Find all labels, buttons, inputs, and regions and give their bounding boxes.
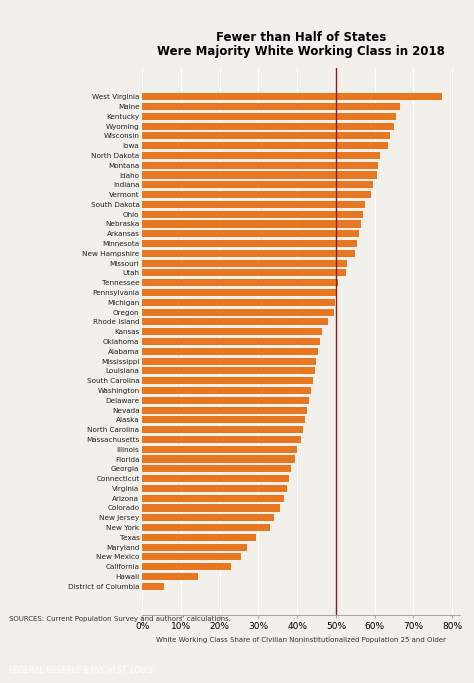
Bar xyxy=(142,328,322,335)
Bar xyxy=(142,475,289,482)
Bar xyxy=(142,456,295,462)
Bar xyxy=(142,191,371,198)
Bar xyxy=(142,505,280,512)
Bar xyxy=(142,573,198,580)
Bar xyxy=(142,358,317,365)
Bar xyxy=(142,446,297,453)
Text: SOURCES: Current Population Survey and authors’ calculations.: SOURCES: Current Population Survey and a… xyxy=(9,616,231,622)
Bar xyxy=(142,230,359,237)
Bar xyxy=(142,240,357,247)
Bar xyxy=(142,406,307,414)
Bar xyxy=(142,417,305,423)
Bar xyxy=(142,279,338,286)
Bar xyxy=(142,133,390,139)
Bar xyxy=(142,514,274,521)
Bar xyxy=(142,367,315,374)
Bar xyxy=(142,298,335,306)
Bar xyxy=(142,397,309,404)
Bar xyxy=(142,348,319,355)
Bar xyxy=(142,524,270,531)
Bar xyxy=(142,162,378,169)
Bar xyxy=(142,318,328,325)
Bar xyxy=(142,93,442,100)
Bar xyxy=(142,534,256,541)
X-axis label: White Working Class Share of Civilian Noninstitutionalized Population 25 and Old: White Working Class Share of Civilian No… xyxy=(156,637,446,643)
Text: FEDERAL RESERVE BANK of ST. LOUIS: FEDERAL RESERVE BANK of ST. LOUIS xyxy=(9,665,154,675)
Bar xyxy=(142,142,388,149)
Text: Fewer than Half of States: Fewer than Half of States xyxy=(216,31,386,44)
Bar xyxy=(142,152,380,159)
Bar xyxy=(142,201,365,208)
Bar xyxy=(142,563,231,570)
Bar xyxy=(142,171,376,178)
Bar xyxy=(142,426,303,433)
Bar xyxy=(142,485,287,492)
Bar xyxy=(142,289,336,296)
Bar xyxy=(142,210,363,218)
Bar xyxy=(142,387,310,394)
Bar xyxy=(142,583,164,590)
Bar xyxy=(142,309,334,316)
Bar xyxy=(142,122,394,130)
Bar xyxy=(142,436,301,443)
Bar xyxy=(142,377,313,385)
Bar xyxy=(142,250,355,257)
Bar xyxy=(142,494,283,502)
Text: Were Majority White Working Class in 2018: Were Majority White Working Class in 201… xyxy=(157,45,445,58)
Bar xyxy=(142,103,400,110)
Bar xyxy=(142,544,247,550)
Bar xyxy=(142,269,346,277)
Bar xyxy=(142,221,361,227)
Bar xyxy=(142,181,373,189)
Bar xyxy=(142,338,320,345)
Bar xyxy=(142,260,347,266)
Bar xyxy=(142,553,241,561)
Bar xyxy=(142,113,396,120)
Bar xyxy=(142,465,292,473)
